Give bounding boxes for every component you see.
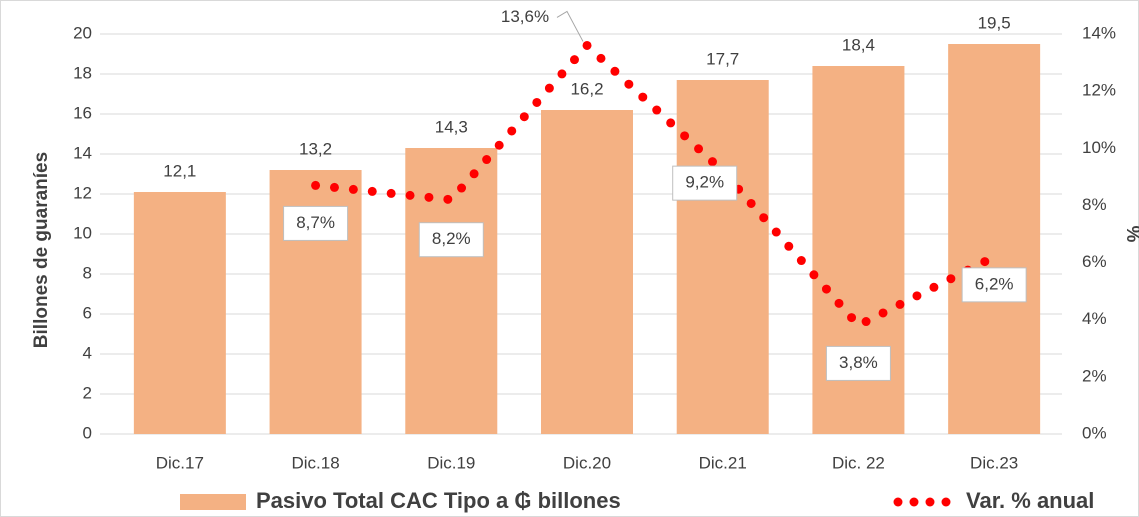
bar	[541, 110, 633, 434]
y2-axis-label: %	[1122, 226, 1139, 243]
y-tick-label: 14	[73, 143, 92, 162]
line-value-label: 13,6%	[501, 7, 549, 26]
y-tick-label: 12	[73, 183, 92, 202]
label-box	[418, 222, 484, 258]
legend-label: Pasivo Total CAC Tipo a ₲ billones	[256, 488, 621, 513]
y-tick-label: 0	[83, 423, 92, 442]
legend-label: Var. % anual	[966, 488, 1094, 513]
bar	[948, 44, 1041, 434]
y-tick-label: 20	[73, 23, 92, 42]
y-tick-label: 10	[73, 223, 92, 242]
bar	[405, 148, 498, 434]
x-tick-label: Dic.23	[970, 453, 1018, 472]
y2-tick-label: 0%	[1082, 423, 1107, 442]
legend-swatch	[925, 497, 935, 507]
x-tick-label: Dic.17	[156, 453, 204, 472]
y-axis-label: Billones de guaraníes	[31, 152, 52, 348]
y-tick-label: 8	[83, 263, 92, 282]
y-tick-label: 6	[83, 303, 92, 322]
line-value-label: 3,8%	[839, 353, 878, 372]
y-tick-label: 18	[73, 63, 92, 82]
line-value-label: 8,7%	[296, 213, 335, 232]
bar-value-label: 14,3	[435, 117, 468, 136]
legend-swatch	[909, 497, 919, 507]
y-tick-label: 16	[73, 103, 92, 122]
line	[311, 38, 999, 332]
legend-swatch	[180, 494, 246, 510]
y2-tick-label: 12%	[1082, 81, 1116, 100]
line-value-label: 9,2%	[685, 173, 724, 192]
bar-value-label: 17,7	[706, 49, 739, 68]
y2-tick-label: 14%	[1082, 23, 1116, 42]
bar-value-label: 12,1	[163, 161, 196, 180]
y2-tick-label: 2%	[1082, 366, 1107, 385]
line-value-label: 6,2%	[975, 274, 1014, 293]
label-box	[672, 165, 738, 201]
label-box	[825, 345, 891, 381]
label-box	[283, 205, 349, 241]
leader-line	[556, 10, 584, 42]
y-tick-label: 4	[83, 343, 92, 362]
bar-value-label: 13,2	[299, 139, 332, 158]
bar	[676, 80, 769, 434]
bar-value-label: 19,5	[978, 13, 1011, 32]
legend-swatch	[941, 497, 951, 507]
y-tick-label: 2	[83, 383, 92, 402]
bar-value-label: 18,4	[842, 35, 875, 54]
line-value-label: 8,2%	[432, 229, 471, 248]
x-tick-label: Dic.18	[291, 453, 339, 472]
y2-tick-label: 4%	[1082, 309, 1107, 328]
y2-tick-label: 8%	[1082, 195, 1107, 214]
y2-tick-label: 6%	[1082, 252, 1107, 271]
x-tick-label: Dic.20	[563, 453, 611, 472]
label-box	[961, 267, 1027, 303]
bar	[133, 192, 226, 434]
x-tick-label: Dic.21	[699, 453, 747, 472]
bar-value-label: 16,2	[570, 79, 603, 98]
x-tick-label: Dic. 22	[832, 453, 885, 472]
x-tick-label: Dic.19	[427, 453, 475, 472]
y2-tick-label: 10%	[1082, 138, 1116, 157]
legend-swatch	[893, 497, 903, 507]
